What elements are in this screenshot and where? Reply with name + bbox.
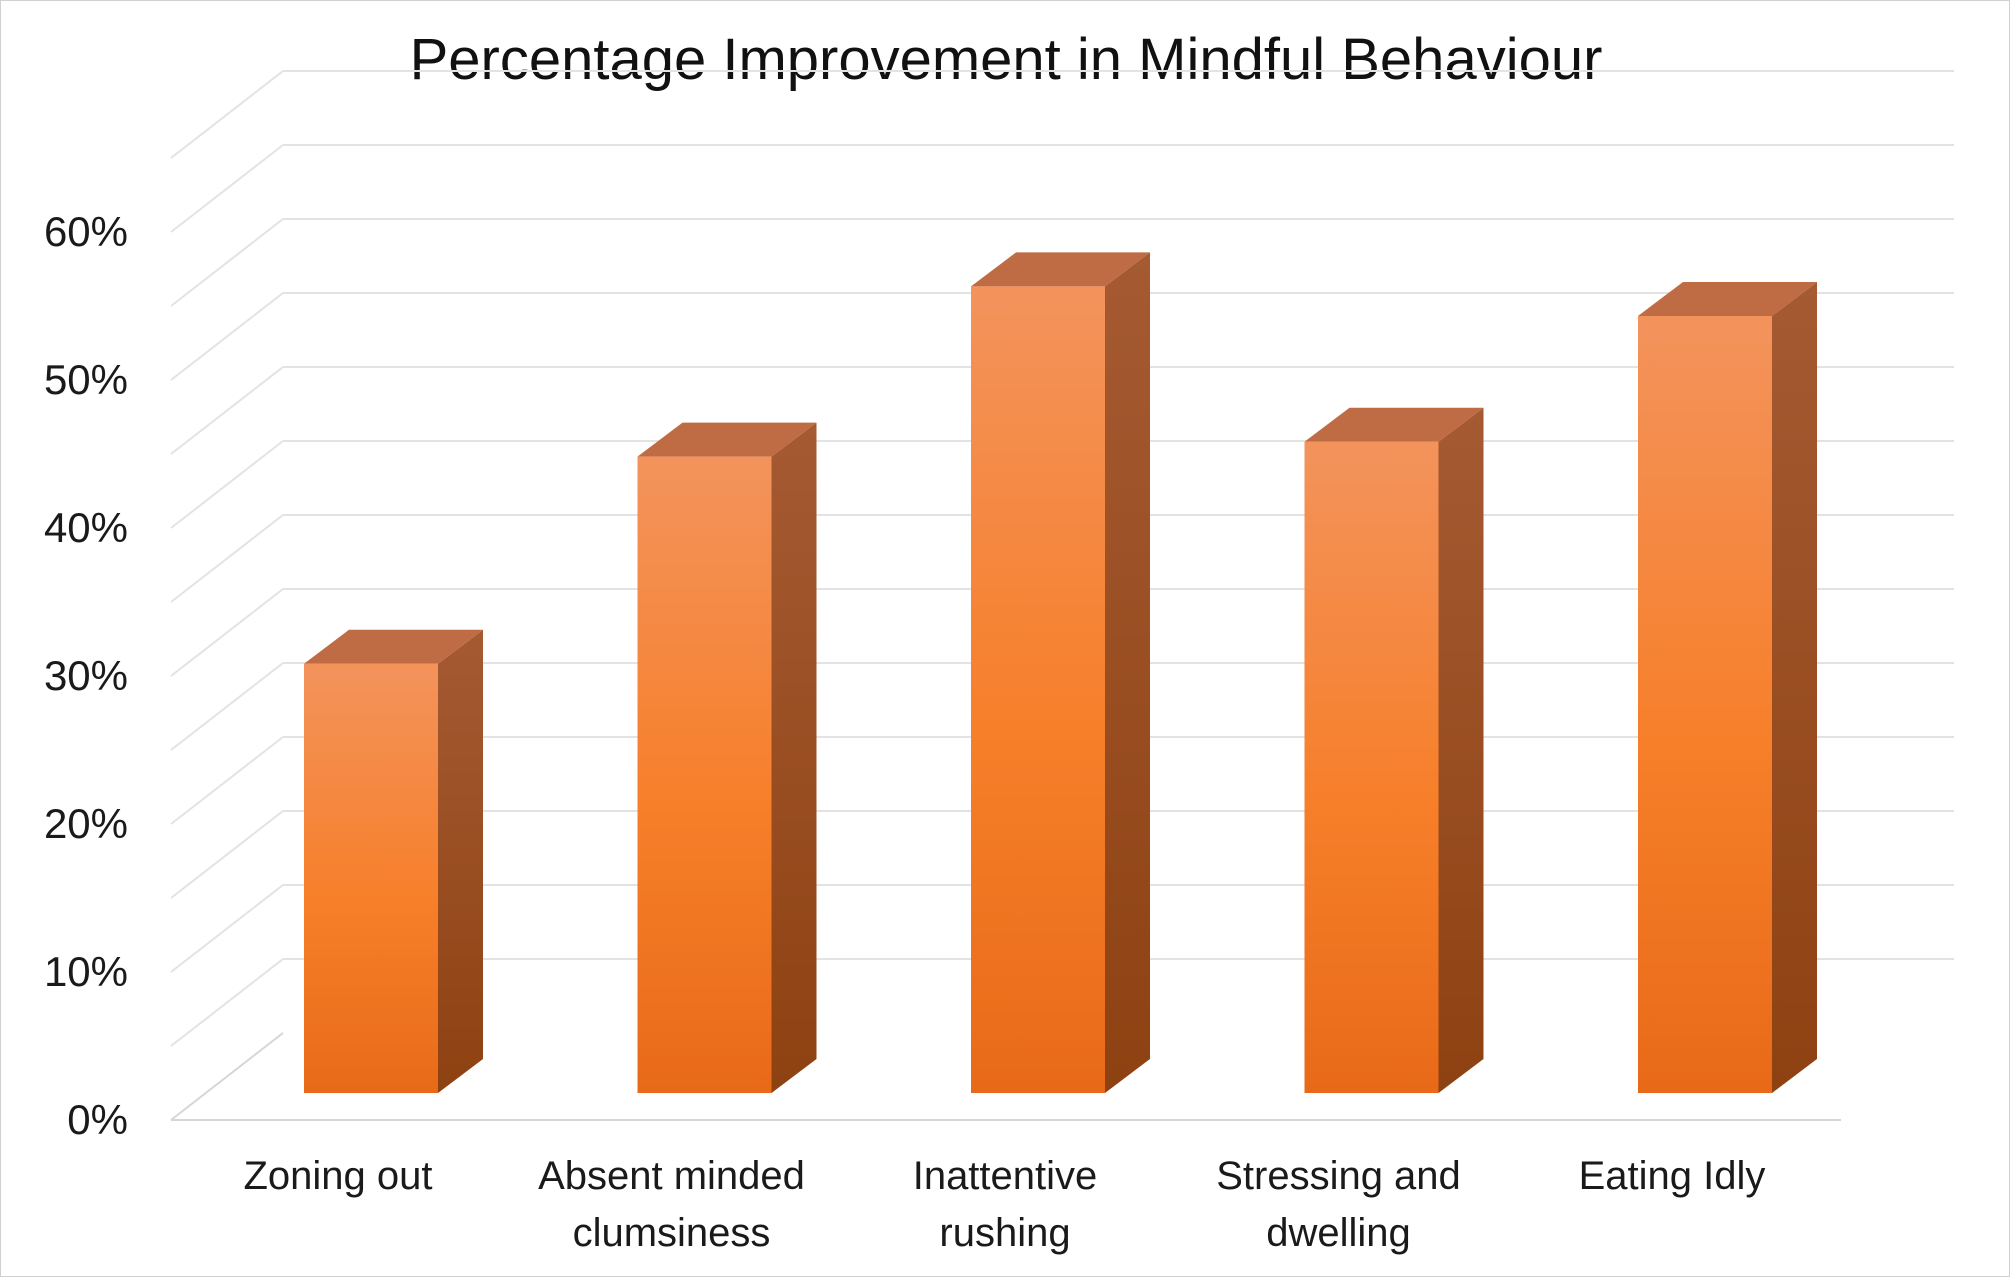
floor-diagonal	[170, 1032, 284, 1121]
chart-title: Percentage Improvement in Mindful Behavi…	[410, 27, 1603, 92]
gridline-diagonal	[170, 144, 284, 233]
gridline-diagonal	[170, 736, 284, 825]
bar-side	[1438, 407, 1484, 1093]
x-axis-category-labels: Zoning out Absent minded clumsiness Inatten…	[243, 1154, 1765, 1255]
bar-front	[304, 663, 438, 1093]
y-tick-label: 40%	[44, 504, 128, 551]
x-category-label: Zoning out	[243, 1154, 432, 1198]
x-category-label: Eating Idly	[1579, 1154, 1766, 1198]
gridline-diagonal	[170, 958, 284, 1047]
gridline-diagonal	[170, 218, 284, 307]
bar-side	[1772, 282, 1817, 1093]
y-tick-label: 50%	[44, 356, 128, 403]
x-category-label: Absent minded clumsiness	[538, 1154, 805, 1255]
y-tick-label: 30%	[44, 652, 128, 699]
bar-top	[971, 252, 1150, 287]
bar	[971, 252, 1150, 1093]
bars	[304, 252, 1817, 1094]
bar-top	[1638, 282, 1817, 316]
gridline-diagonal	[170, 662, 284, 751]
x-category-label: Inattentive rushing	[913, 1154, 1098, 1255]
bar-side	[1105, 252, 1150, 1093]
bar-front	[637, 456, 772, 1094]
bar	[1304, 407, 1484, 1093]
bar-front	[971, 286, 1105, 1093]
y-tick-label: 10%	[44, 948, 128, 995]
y-tick-label: 20%	[44, 800, 128, 847]
bar	[1638, 282, 1817, 1093]
bar-front	[1304, 441, 1439, 1093]
y-tick-label: 60%	[44, 208, 128, 255]
gridline-diagonal	[170, 70, 284, 159]
y-tick-label: 0%	[67, 1096, 128, 1143]
bar-front	[1638, 316, 1772, 1093]
bar	[304, 629, 483, 1093]
gridline-diagonal	[170, 366, 284, 455]
gridline-diagonal	[170, 810, 284, 899]
gridline-diagonal	[170, 514, 284, 603]
gridline-diagonal	[170, 292, 284, 381]
bar-side	[771, 422, 817, 1094]
gridline-diagonal	[170, 588, 284, 677]
gridline-diagonal	[170, 884, 284, 973]
bar-top	[1304, 407, 1484, 442]
x-category-label: Stressing and dwelling	[1216, 1154, 1461, 1255]
bar	[637, 422, 817, 1094]
bar-side	[438, 629, 483, 1093]
bar-top	[304, 629, 483, 664]
gridline-diagonal	[170, 440, 284, 529]
bar-top	[637, 422, 817, 457]
y-axis-tick-labels: 0% 10% 20% 30% 40% 50% 60%	[44, 208, 128, 1143]
